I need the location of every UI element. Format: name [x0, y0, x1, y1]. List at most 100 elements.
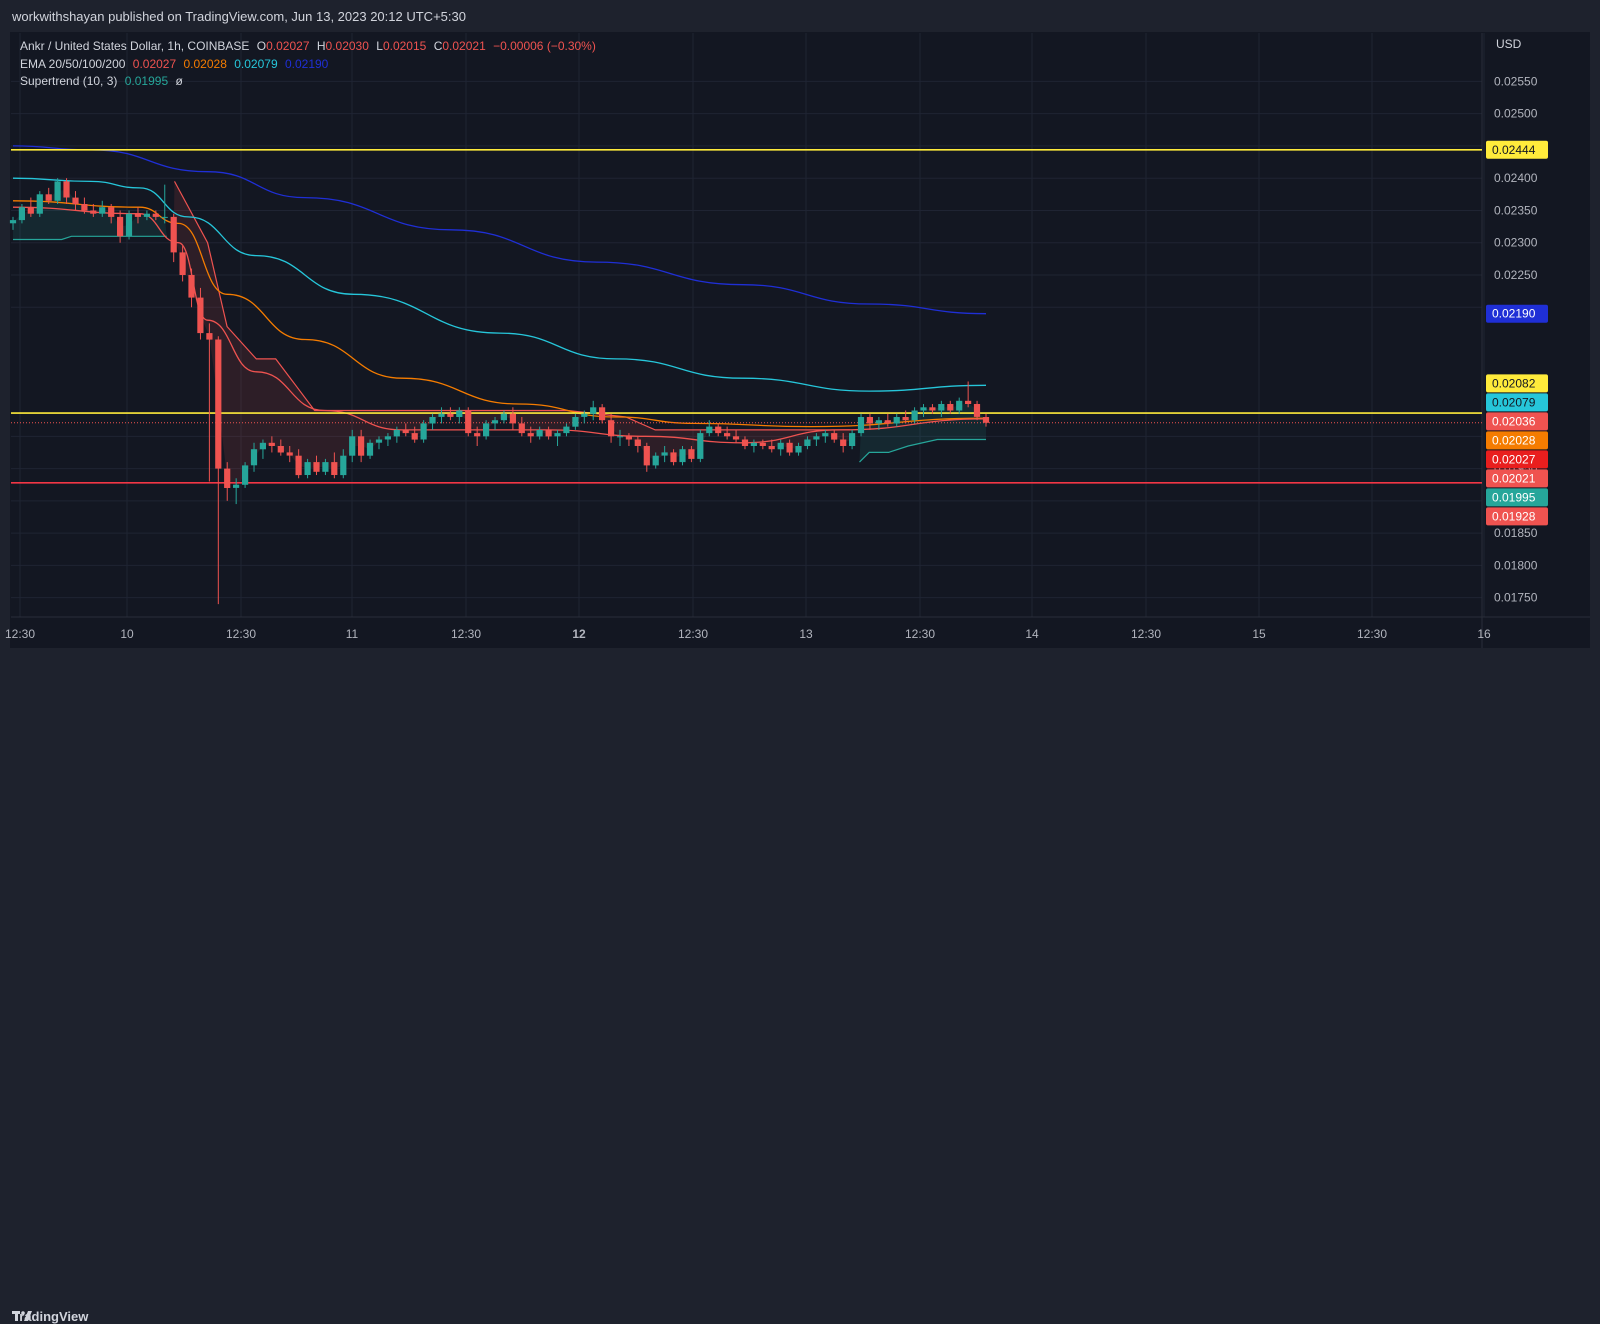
candle-up[interactable]: [857, 417, 865, 434]
candle-up[interactable]: [893, 417, 900, 424]
candle-down[interactable]: [840, 439, 847, 447]
candle-up[interactable]: [616, 436, 624, 438]
candle-up[interactable]: [956, 400, 963, 411]
candle-up[interactable]: [366, 442, 374, 456]
candle-down[interactable]: [902, 417, 909, 421]
ema-label[interactable]: EMA 20/50/100/200: [20, 56, 126, 71]
candle-up[interactable]: [429, 417, 436, 424]
candle-down[interactable]: [786, 442, 793, 453]
candle-up[interactable]: [875, 420, 882, 424]
candle-down[interactable]: [402, 429, 409, 434]
candle-down[interactable]: [286, 452, 293, 456]
candle-up[interactable]: [500, 413, 507, 421]
candle-down[interactable]: [670, 452, 677, 463]
candle-up[interactable]: [322, 462, 329, 472]
candle-up[interactable]: [813, 436, 820, 440]
candle-down[interactable]: [313, 462, 320, 472]
candle-up[interactable]: [125, 213, 133, 237]
candle-up[interactable]: [536, 429, 543, 437]
candle-down[interactable]: [197, 297, 204, 334]
candle-down[interactable]: [973, 404, 981, 417]
candle-up[interactable]: [750, 442, 757, 446]
candle-up[interactable]: [250, 449, 258, 466]
candle-down[interactable]: [759, 442, 766, 446]
candle-down[interactable]: [268, 442, 275, 446]
candle-down[interactable]: [72, 197, 79, 205]
candle-down[interactable]: [152, 213, 159, 217]
candle-down[interactable]: [27, 207, 34, 214]
candle-up[interactable]: [340, 455, 347, 476]
candle-down[interactable]: [108, 207, 115, 217]
candle-down[interactable]: [831, 433, 838, 440]
candle-up[interactable]: [661, 452, 668, 456]
candle-up[interactable]: [99, 207, 106, 214]
candle-down[interactable]: [634, 439, 641, 447]
candle-up[interactable]: [384, 436, 391, 440]
candle-up[interactable]: [563, 426, 570, 434]
candle-down[interactable]: [929, 407, 936, 411]
candle-up[interactable]: [572, 417, 579, 427]
candle-up[interactable]: [849, 433, 856, 446]
candle-down[interactable]: [188, 275, 195, 298]
candle-up[interactable]: [554, 433, 561, 437]
candle-down[interactable]: [509, 413, 516, 424]
candle-down[interactable]: [527, 433, 534, 437]
candle-down[interactable]: [643, 446, 650, 466]
candle-down[interactable]: [965, 400, 972, 404]
candle-up[interactable]: [920, 407, 927, 411]
candle-down[interactable]: [724, 433, 731, 437]
candle-up[interactable]: [938, 404, 945, 411]
tradingview-brand[interactable]: TradingView: [12, 1309, 88, 1324]
candle-up[interactable]: [375, 439, 383, 443]
candle-down[interactable]: [170, 216, 177, 253]
candle-up[interactable]: [36, 194, 43, 214]
candle-up[interactable]: [706, 426, 713, 434]
candle-up[interactable]: [143, 213, 150, 217]
candle-up[interactable]: [438, 413, 445, 417]
candle-up[interactable]: [491, 420, 499, 424]
candle-down[interactable]: [331, 462, 338, 475]
candle-up[interactable]: [18, 207, 25, 221]
price-chart[interactable]: 0.02550 0.02500 0.02400 0.02350 0.02300 0.022…: [0, 0, 1600, 700]
candle-down[interactable]: [447, 413, 454, 417]
candle-up[interactable]: [393, 429, 400, 437]
candle-down[interactable]: [277, 446, 284, 453]
candle-down[interactable]: [741, 439, 749, 447]
candle-up[interactable]: [483, 423, 490, 437]
candle-up[interactable]: [242, 465, 249, 485]
candle-down[interactable]: [179, 252, 186, 275]
candle-up[interactable]: [259, 442, 266, 450]
candle-down[interactable]: [134, 213, 141, 217]
candle-down[interactable]: [411, 433, 418, 440]
candle-down[interactable]: [947, 404, 954, 411]
candle-up[interactable]: [679, 449, 686, 463]
candle-down[interactable]: [866, 417, 873, 424]
candle-down[interactable]: [206, 333, 213, 340]
candle-down[interactable]: [465, 410, 472, 434]
candle-up[interactable]: [304, 462, 311, 475]
candle-down[interactable]: [224, 468, 231, 488]
candle-up[interactable]: [911, 410, 918, 421]
candle-down[interactable]: [715, 426, 722, 434]
candle-up[interactable]: [161, 216, 168, 218]
candle-down[interactable]: [117, 216, 124, 237]
candle-down[interactable]: [90, 210, 97, 214]
candle-down[interactable]: [688, 449, 695, 459]
candle-up[interactable]: [233, 484, 240, 488]
candle-up[interactable]: [697, 433, 704, 459]
candle-down[interactable]: [982, 417, 990, 423]
candle-down[interactable]: [884, 420, 891, 424]
candle-up[interactable]: [795, 446, 802, 453]
candle-down[interactable]: [358, 436, 365, 456]
symbol-label[interactable]: Ankr / United States Dollar, 1h, COINBAS…: [20, 39, 250, 53]
candle-down[interactable]: [732, 436, 740, 440]
candle-up[interactable]: [590, 407, 597, 414]
candle-down[interactable]: [215, 339, 222, 469]
candle-down[interactable]: [599, 407, 606, 421]
candle-down[interactable]: [81, 204, 88, 211]
candle-up[interactable]: [9, 220, 17, 224]
candle-up[interactable]: [804, 439, 811, 447]
candle-down[interactable]: [545, 429, 552, 437]
candle-down[interactable]: [474, 433, 481, 437]
chart-frame[interactable]: [10, 32, 1590, 648]
